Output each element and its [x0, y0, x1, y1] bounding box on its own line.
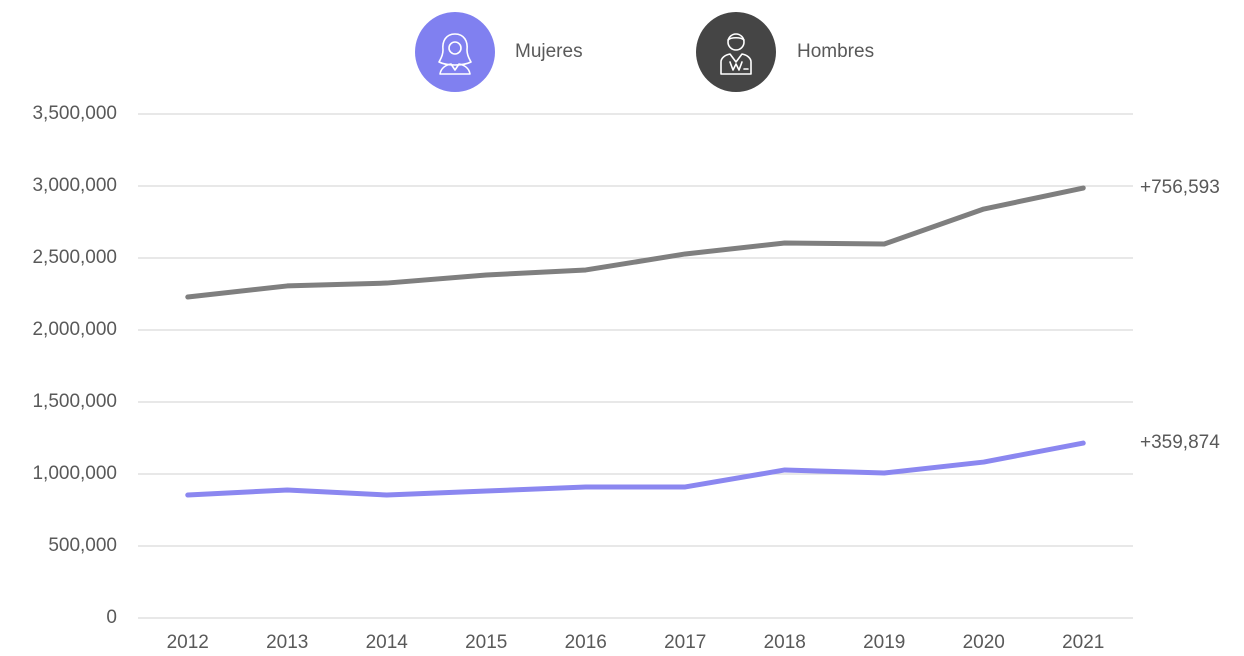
- x-tick-label: 2016: [565, 632, 607, 653]
- annotation: +359,874: [1140, 432, 1220, 453]
- woman-icon: [438, 33, 472, 75]
- annotation: +756,593: [1140, 177, 1220, 198]
- y-tick-label: 3,500,000: [32, 103, 117, 124]
- x-tick-label: 2014: [366, 632, 409, 653]
- x-tick-label: 2019: [863, 632, 905, 653]
- y-tick-label: 1,000,000: [32, 463, 117, 484]
- y-tick-label: 3,000,000: [32, 175, 117, 196]
- man-icon: [720, 33, 752, 75]
- y-tick-label: 2,000,000: [32, 319, 117, 340]
- x-tick-label: 2017: [664, 632, 706, 653]
- x-tick-label: 2015: [465, 632, 507, 653]
- legend-label: Mujeres: [515, 41, 583, 62]
- x-tick-label: 2021: [1062, 632, 1104, 653]
- x-tick-label: 2012: [167, 632, 209, 653]
- y-tick-label: 2,500,000: [32, 247, 117, 268]
- line: [185, 185, 1086, 300]
- y-tick-label: 0: [106, 607, 117, 628]
- legend-icon: [696, 12, 776, 92]
- x-tick-label: 2020: [963, 632, 1005, 653]
- legend-label: Hombres: [797, 41, 874, 62]
- x-tick-label: 2013: [266, 632, 308, 653]
- legend-icon: [415, 12, 495, 92]
- legend: Mujeres Hombres: [415, 12, 874, 92]
- x-tick-label: 2018: [764, 632, 806, 653]
- y-tick-label: 1,500,000: [32, 391, 117, 412]
- line: [185, 440, 1086, 498]
- y-tick-label: 500,000: [48, 535, 117, 556]
